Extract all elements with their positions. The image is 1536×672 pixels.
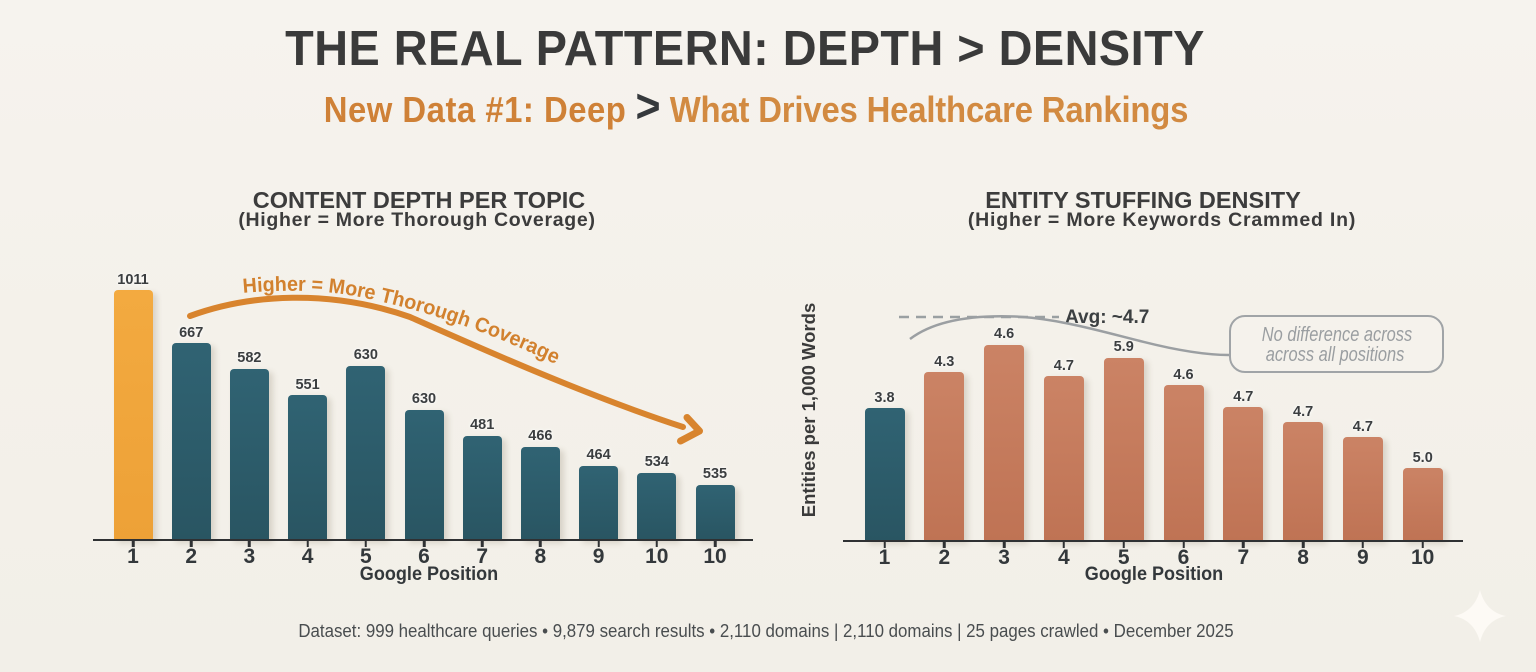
svg-text:Higher = More Thorough Coverag: Higher = More Thorough Coverage (242, 273, 564, 369)
